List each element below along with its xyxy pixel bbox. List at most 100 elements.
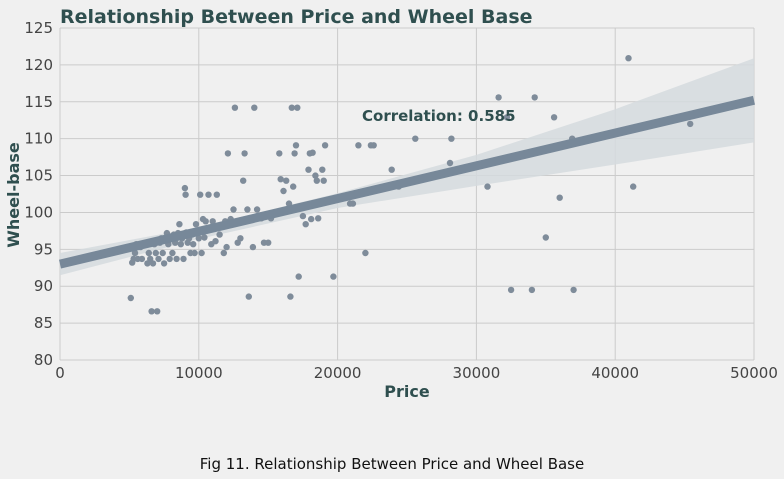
data-point — [173, 255, 180, 263]
data-point — [149, 260, 157, 267]
data-point — [320, 177, 327, 184]
data-point — [312, 172, 319, 179]
scatter-chart: 0 10000 20000 30000 40000 50000 80 85 90 95 100 105… — [4, 6, 778, 401]
data-point — [197, 191, 204, 198]
figure-caption: Fig 11. Relationship Between Price and W… — [199, 455, 585, 473]
data-point — [205, 191, 212, 198]
data-point — [283, 177, 290, 184]
y-tick-label: 115 — [24, 93, 53, 111]
data-point — [295, 273, 302, 280]
data-point — [220, 249, 227, 257]
data-point — [240, 177, 247, 184]
y-tick-label: 95 — [34, 240, 53, 258]
data-point — [180, 255, 187, 263]
x-tick-label: 10000 — [175, 364, 223, 382]
data-point — [528, 286, 536, 294]
data-point — [176, 221, 183, 228]
data-point — [448, 135, 455, 142]
data-point — [495, 94, 502, 101]
data-point — [212, 238, 219, 245]
data-point — [192, 221, 200, 228]
x-tick-label: 50000 — [730, 364, 778, 382]
data-point — [446, 159, 454, 167]
y-tick-label: 100 — [24, 203, 53, 221]
data-point — [231, 104, 239, 111]
data-point — [288, 104, 295, 111]
data-point — [291, 150, 298, 157]
data-point — [154, 308, 161, 315]
data-point — [138, 255, 146, 263]
correlation-annotation: Correlation: 0.585 — [362, 107, 516, 125]
data-point — [276, 150, 283, 157]
data-point — [251, 104, 258, 111]
data-point — [166, 255, 173, 263]
data-point — [245, 293, 252, 300]
y-tick-label: 80 — [34, 351, 53, 369]
data-point — [290, 183, 297, 190]
data-point — [223, 243, 230, 251]
data-point — [177, 241, 184, 248]
data-point — [244, 206, 251, 213]
data-point — [241, 150, 248, 157]
data-point — [148, 308, 155, 315]
data-point — [253, 206, 261, 213]
y-tick-label: 110 — [24, 130, 53, 148]
x-tick-label: 30000 — [453, 364, 501, 382]
data-point — [181, 184, 189, 192]
data-point — [265, 239, 272, 246]
data-point — [202, 218, 209, 225]
data-point — [484, 183, 491, 190]
data-point — [216, 231, 223, 238]
data-point — [556, 194, 563, 201]
data-point — [313, 177, 320, 184]
data-point — [630, 183, 637, 190]
data-point — [237, 235, 244, 242]
data-point — [531, 94, 538, 101]
x-tick-label: 0 — [55, 364, 65, 382]
x-tick-label: 40000 — [591, 364, 639, 382]
y-tick-label: 120 — [24, 56, 53, 74]
data-point — [280, 187, 287, 195]
data-point — [362, 249, 369, 257]
data-point — [213, 191, 220, 198]
data-point — [224, 150, 232, 157]
data-point — [625, 55, 632, 62]
data-point — [388, 166, 395, 173]
data-point — [195, 235, 202, 242]
data-point — [299, 212, 307, 220]
data-point — [687, 120, 694, 128]
y-tick-label: 125 — [24, 19, 53, 37]
data-point — [330, 273, 337, 280]
data-point — [370, 142, 377, 149]
data-point — [182, 191, 189, 198]
data-point — [160, 260, 168, 267]
data-point — [315, 215, 322, 222]
regression-line — [58, 95, 756, 269]
data-point — [412, 135, 419, 142]
data-point — [155, 255, 162, 263]
data-point — [277, 176, 284, 183]
data-point — [503, 114, 511, 121]
y-tick-label: 105 — [24, 167, 53, 185]
y-tick-label: 85 — [34, 314, 53, 332]
data-point — [152, 249, 159, 257]
x-axis-label: Price — [384, 382, 430, 401]
data-point — [131, 249, 139, 257]
data-point — [145, 249, 152, 257]
data-point — [308, 215, 315, 223]
x-tick-label: 20000 — [314, 364, 362, 382]
y-tick-label: 90 — [34, 277, 53, 295]
data-point — [349, 200, 357, 207]
data-point — [201, 234, 208, 241]
data-point — [190, 241, 197, 248]
data-point — [191, 249, 198, 257]
data-point — [305, 166, 312, 173]
data-point — [287, 293, 294, 300]
data-point — [159, 249, 166, 257]
data-point — [230, 206, 237, 213]
data-point — [355, 142, 362, 149]
regression-line-layer — [58, 95, 756, 269]
data-point — [169, 249, 176, 257]
data-point — [302, 221, 309, 228]
